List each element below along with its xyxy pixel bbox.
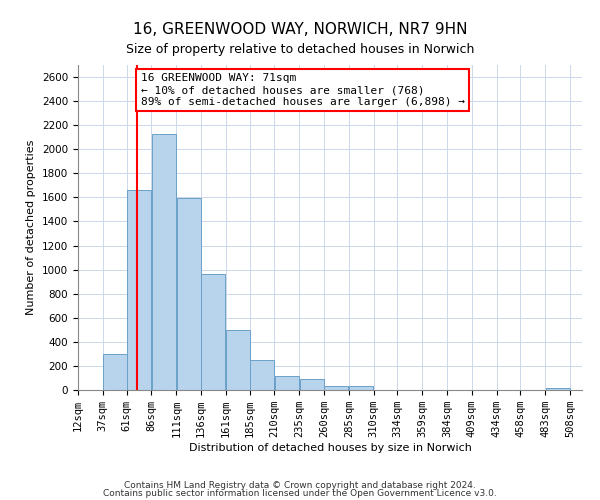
Text: Contains HM Land Registry data © Crown copyright and database right 2024.: Contains HM Land Registry data © Crown c… <box>124 480 476 490</box>
X-axis label: Distribution of detached houses by size in Norwich: Distribution of detached houses by size … <box>188 443 472 453</box>
Bar <box>202 274 226 390</box>
Bar <box>103 354 127 390</box>
Text: Contains public sector information licensed under the Open Government Licence v3: Contains public sector information licen… <box>103 489 497 498</box>
Bar <box>349 386 373 390</box>
Bar <box>226 330 250 390</box>
Bar <box>250 360 274 390</box>
Text: 16, GREENWOOD WAY, NORWICH, NR7 9HN: 16, GREENWOOD WAY, NORWICH, NR7 9HN <box>133 22 467 38</box>
Bar <box>545 388 569 390</box>
Bar <box>127 190 151 390</box>
Text: Size of property relative to detached houses in Norwich: Size of property relative to detached ho… <box>126 42 474 56</box>
Bar <box>176 198 200 390</box>
Bar <box>275 376 299 390</box>
Bar <box>325 386 349 390</box>
Bar <box>152 134 176 390</box>
Text: 16 GREENWOOD WAY: 71sqm
← 10% of detached houses are smaller (768)
89% of semi-d: 16 GREENWOOD WAY: 71sqm ← 10% of detache… <box>140 74 464 106</box>
Bar <box>299 378 323 390</box>
Y-axis label: Number of detached properties: Number of detached properties <box>26 140 37 315</box>
